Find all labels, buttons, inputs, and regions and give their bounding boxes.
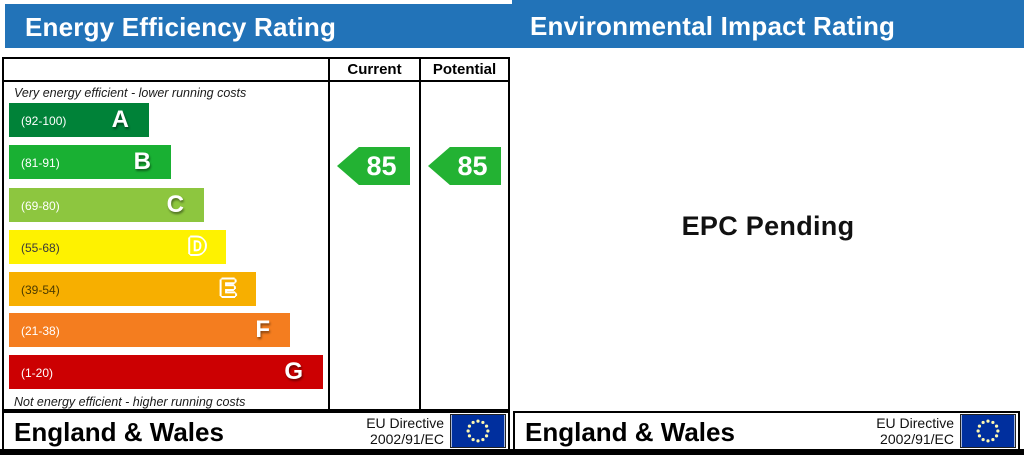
band-c-letter: C [166,191,184,218]
band-d-letter: D [188,233,206,260]
current-column-divider [328,59,330,409]
inefficient-note: Not energy efficient - higher running co… [14,395,246,409]
region-label: England & Wales [14,417,224,447]
band-b: (81-91) B [9,145,171,179]
band-g: (1-20) G [9,355,323,389]
eu-flag-icon [450,414,506,448]
eu-directive-label: EU Directive 2002/91/EC [876,415,954,447]
energy-rating-title: Energy Efficiency Rating [25,12,337,42]
region-label: England & Wales [525,417,735,447]
environmental-rating-title: Environmental Impact Rating [530,11,896,41]
band-f: (21-38) F [9,313,290,347]
potential-rating-arrow: 85 [428,147,501,185]
efficient-note: Very energy efficient - lower running co… [14,86,247,100]
band-d-range: (55-68) [21,241,60,255]
eu-directive-line1: EU Directive [876,415,954,431]
footer-right: England & Wales EU Directive 2002/91/EC [513,411,1020,451]
band-e-letter: E [219,275,236,302]
energy-rating-table: Current Potential Very energy efficient … [2,57,510,411]
environmental-rating-header-bar: Environmental Impact Rating [512,0,1024,48]
potential-column-divider [419,59,421,409]
band-c: (69-80) C [9,188,204,222]
footer-left: England & Wales EU Directive 2002/91/EC [2,411,510,451]
band-f-letter: F [255,316,270,343]
energy-rating-header-bar: Energy Efficiency Rating [5,4,512,48]
current-rating-value: 85 [366,150,397,181]
band-e: (39-54) E [9,272,256,306]
eu-flag-icon [960,414,1016,448]
potential-column-header: Potential [432,61,497,78]
band-b-range: (81-91) [21,156,60,170]
band-b-letter: B [133,148,151,175]
band-g-letter: G [284,358,303,385]
band-f-range: (21-38) [21,324,60,338]
eu-directive-label: EU Directive 2002/91/EC [366,415,444,447]
band-e-range: (39-54) [21,283,60,297]
table-header-row: Current Potential [4,59,508,82]
band-a: (92-100) A [9,103,149,137]
current-column-header: Current [347,61,402,78]
epc-pending-label: EPC Pending [681,211,855,241]
eu-directive-line2: 2002/91/EC [880,431,954,447]
band-a-letter: A [111,106,129,133]
band-a-range: (92-100) [21,114,67,128]
bottom-border [0,449,1024,455]
band-d: (55-68) D [9,230,226,264]
current-rating-arrow: 85 [337,147,410,185]
potential-rating-value: 85 [457,150,488,181]
band-c-range: (69-80) [21,199,60,213]
band-g-range: (1-20) [21,366,54,380]
eu-directive-line2: 2002/91/EC [370,431,444,447]
eu-directive-line1: EU Directive [366,415,444,431]
